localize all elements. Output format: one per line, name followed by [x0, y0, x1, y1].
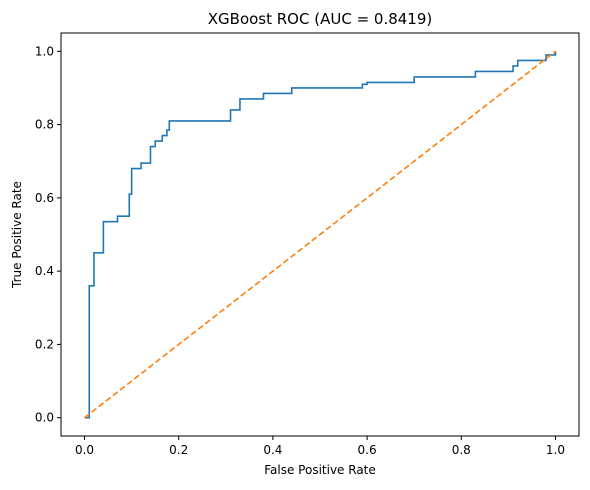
chart-title: XGBoost ROC (AUC = 0.8419): [208, 10, 433, 28]
plot-frame: [60, 32, 580, 437]
y-axis: 0.0 0.2 0.4 0.6 0.8 1.0: [35, 44, 61, 425]
x-tick-label: 0.0: [75, 443, 94, 457]
y-tick-label: 0.0: [35, 411, 54, 425]
x-axis-label: False Positive Rate: [264, 463, 376, 477]
x-tick-label: 0.4: [263, 443, 282, 457]
y-tick-label: 0.4: [35, 264, 54, 278]
x-tick-label: 0.2: [169, 443, 188, 457]
roc-curve-line: [84, 51, 557, 419]
y-tick-label: 1.0: [35, 44, 54, 58]
x-axis: 0.0 0.2 0.4 0.6 0.8 1.0: [75, 436, 565, 457]
chance-diagonal-line: [84, 50, 556, 419]
plot-area: [84, 50, 557, 419]
x-tick-label: 0.6: [358, 443, 377, 457]
y-tick-label: 0.6: [35, 191, 54, 205]
x-tick-label: 1.0: [546, 443, 565, 457]
y-axis-label: True Positive Rate: [10, 181, 24, 289]
y-tick-label: 0.8: [35, 118, 54, 132]
x-tick-label: 0.8: [452, 443, 471, 457]
y-tick-label: 0.2: [35, 337, 54, 351]
